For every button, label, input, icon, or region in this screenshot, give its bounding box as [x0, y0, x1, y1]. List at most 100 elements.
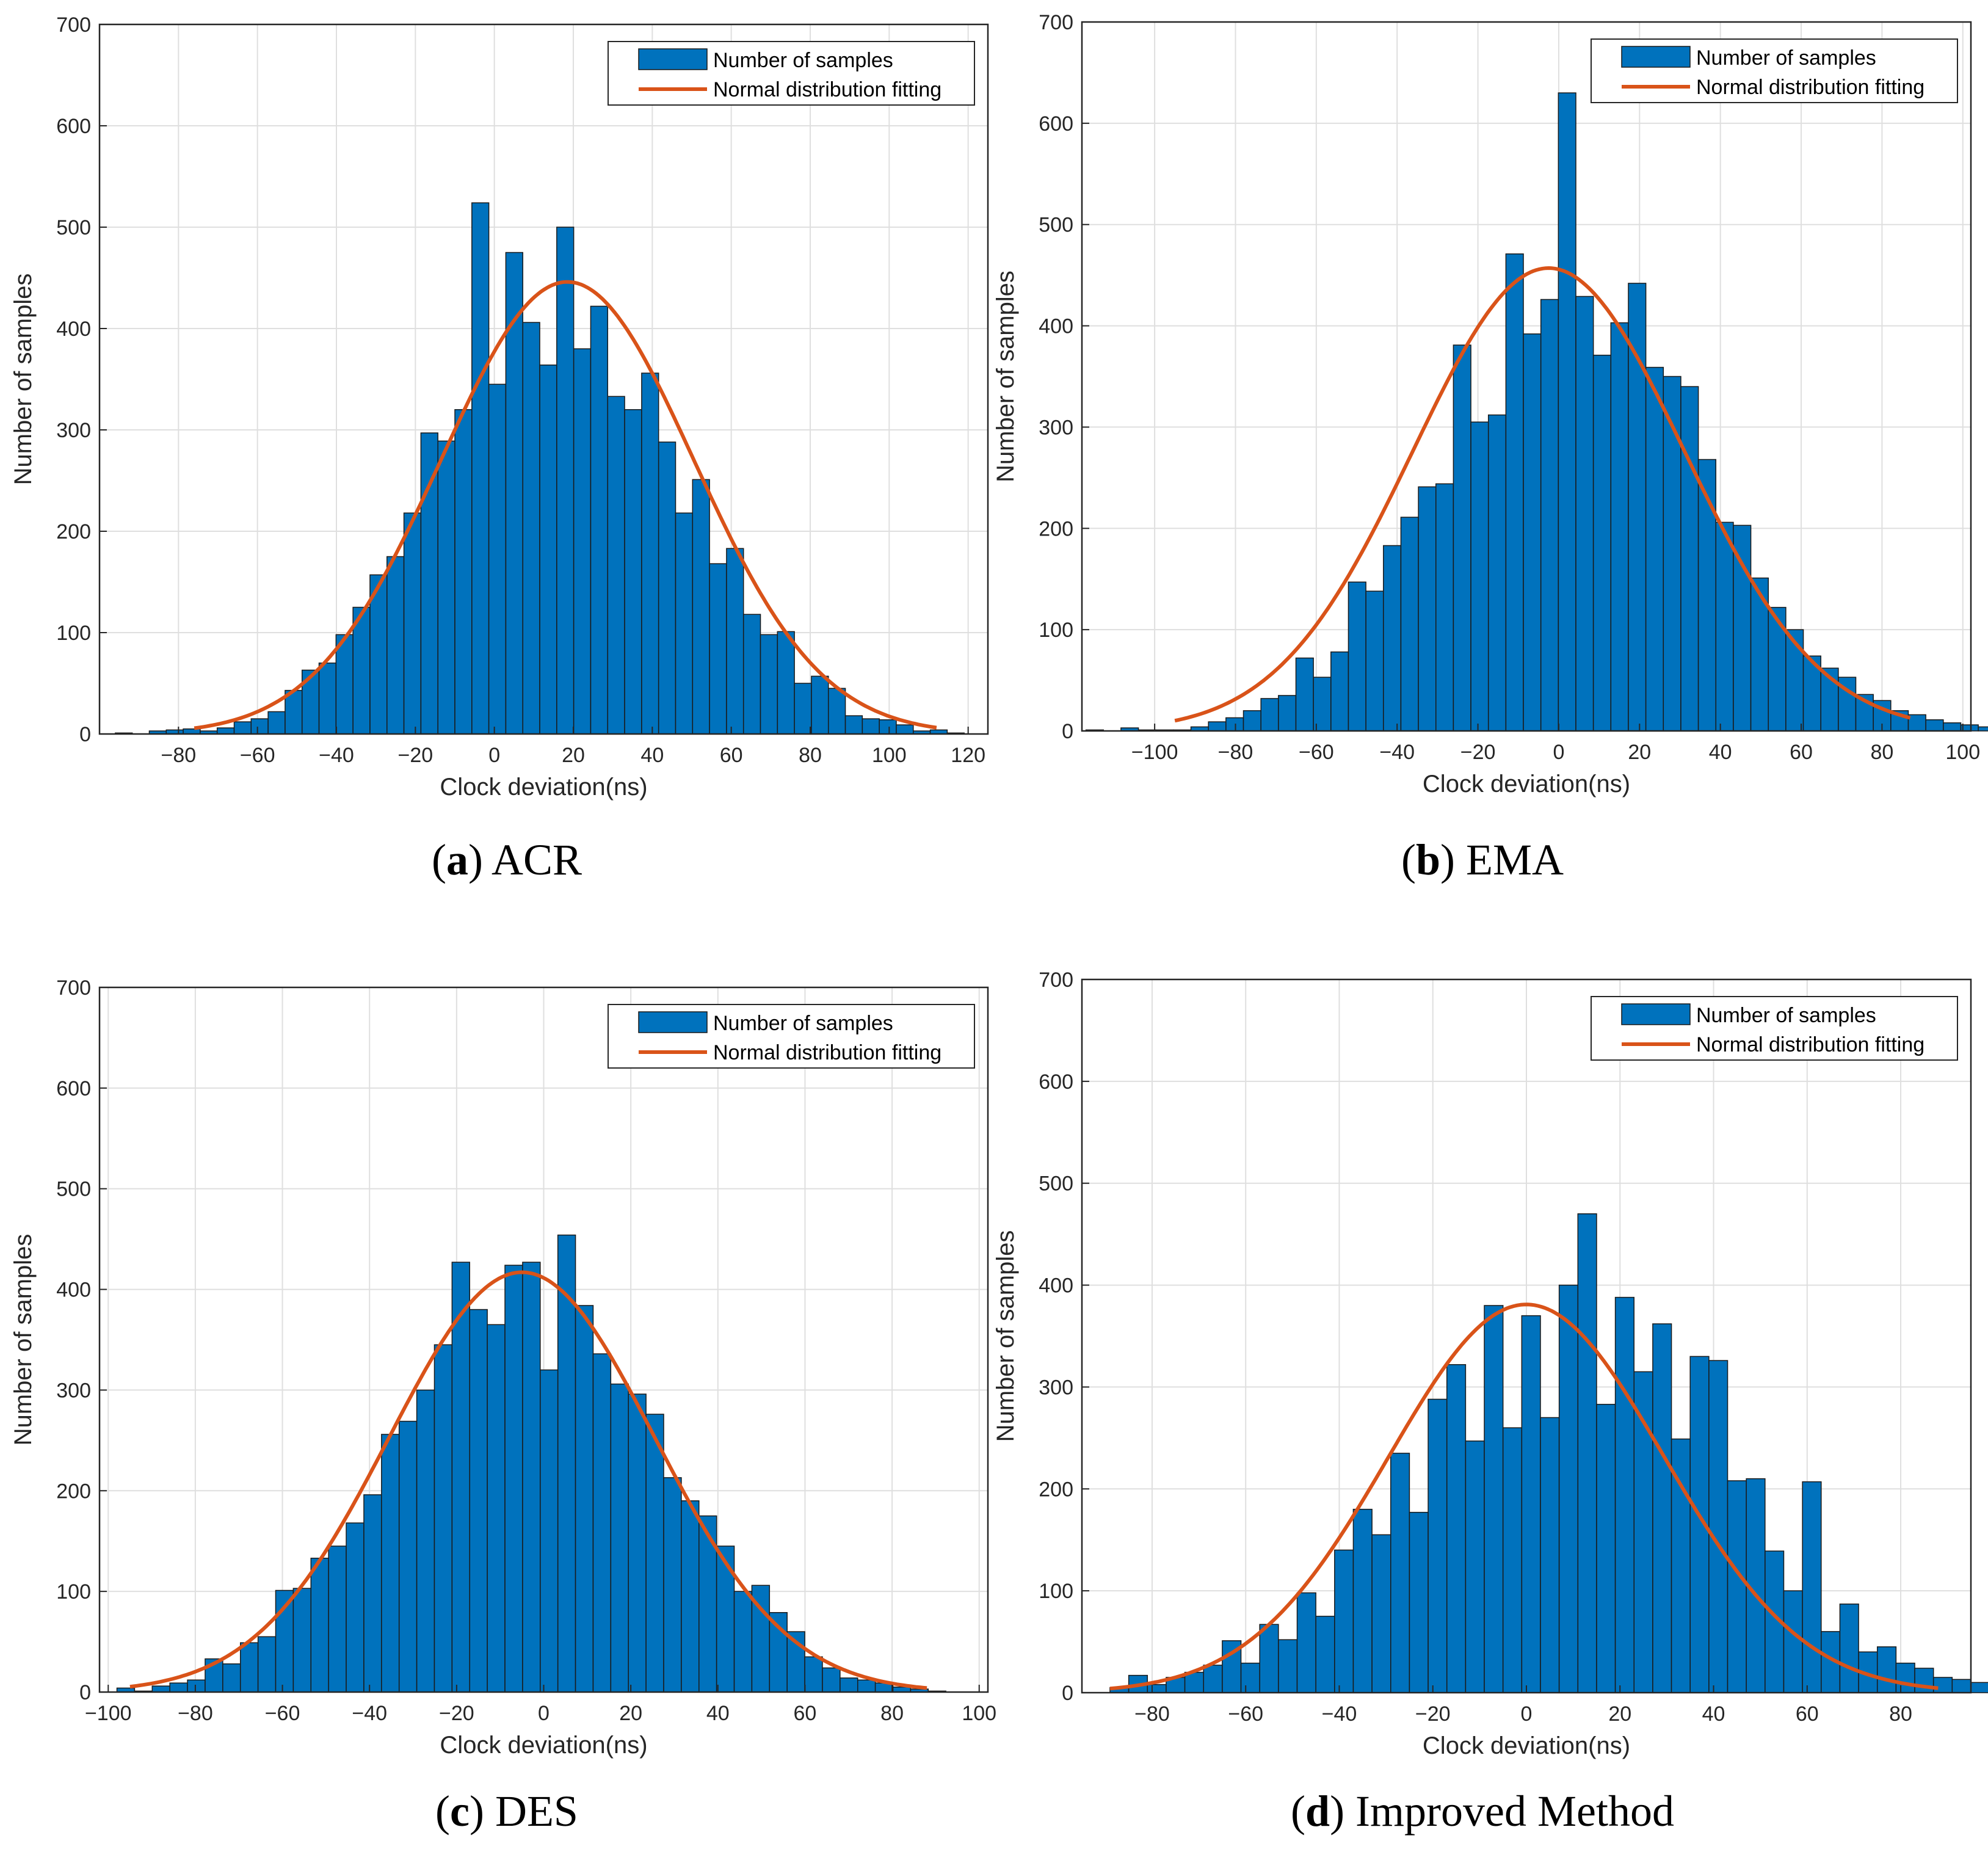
- histogram-bar: [328, 1546, 347, 1693]
- histogram-bar: [675, 512, 694, 735]
- histogram-bar: [1484, 1305, 1504, 1693]
- histogram-bar: [257, 1636, 277, 1693]
- histogram-bar: [1575, 296, 1594, 732]
- histogram-bar: [250, 718, 269, 735]
- histogram-bar: [398, 1420, 418, 1693]
- histogram-bar: [1951, 1679, 1972, 1693]
- histogram-bar: [879, 719, 897, 735]
- histogram-bar: [840, 1677, 858, 1693]
- y-tick-label: 200: [1039, 517, 1073, 540]
- y-axis-label: Number of samples: [992, 271, 1019, 482]
- x-tick-label: −20: [1415, 1702, 1451, 1726]
- y-tick-label: 0: [1062, 1682, 1073, 1705]
- y-tick-label: 300: [56, 419, 91, 442]
- normal-fit-curve: [1109, 1302, 1939, 1691]
- x-tick-label: −100: [85, 1702, 132, 1725]
- histogram-bar: [504, 1265, 523, 1693]
- histogram-bar: [1147, 1684, 1167, 1693]
- x-tick-label: −40: [319, 744, 354, 767]
- histogram-bar: [454, 409, 473, 735]
- histogram-bar: [1577, 1213, 1597, 1693]
- histogram-bar: [811, 675, 829, 735]
- legend-fit-label: Normal distribution fitting: [713, 1041, 941, 1064]
- histogram-bar: [1970, 1682, 1988, 1693]
- y-tick-label: 100: [56, 1580, 91, 1604]
- y-tick-label: 400: [56, 1279, 91, 1302]
- x-tick-label: 80: [1889, 1702, 1912, 1726]
- histogram-bar: [607, 396, 625, 735]
- x-axis-label: Clock deviation(ns): [440, 774, 647, 801]
- chart-panel-b: 0 100 200 300 400 500 600 700 −100 −80 −60 −40 −20 0 2…: [992, 11, 1988, 884]
- panel-caption: (a) ACR: [432, 835, 582, 884]
- histogram-bar: [539, 365, 557, 735]
- histogram-bar: [1505, 253, 1524, 732]
- x-tick-label: 80: [1870, 741, 1893, 764]
- histogram-bar: [1435, 483, 1454, 732]
- legend-bar-swatch: [638, 1011, 708, 1033]
- x-tick-label: 80: [799, 744, 822, 767]
- histogram-bar: [233, 721, 252, 735]
- histogram-bar: [590, 305, 609, 735]
- histogram-bar: [1400, 517, 1419, 732]
- histogram-bar: [335, 634, 354, 735]
- histogram-bar: [267, 711, 286, 735]
- histogram-bar: [681, 1500, 700, 1693]
- histogram-bar: [777, 631, 795, 735]
- y-tick-label: 400: [1039, 1274, 1073, 1298]
- y-tick-label: 600: [56, 1077, 91, 1100]
- histogram-bar: [363, 1494, 382, 1693]
- histogram-bar: [1296, 1592, 1316, 1693]
- histogram-bar: [1839, 1604, 1859, 1693]
- x-tick-label: −40: [1379, 741, 1415, 764]
- histogram-bar: [1295, 657, 1314, 732]
- y-tick-label: 500: [56, 216, 91, 239]
- legend-fit-label: Normal distribution fitting: [713, 78, 941, 101]
- histogram-bar: [469, 1309, 488, 1693]
- normal-fit-curve: [129, 1270, 927, 1690]
- histogram-bar: [709, 563, 727, 735]
- histogram-bar: [403, 512, 422, 735]
- y-tick-label: 700: [56, 976, 91, 1000]
- histogram-bar: [151, 1685, 170, 1693]
- histogram-bar: [1628, 283, 1647, 732]
- x-tick-label: 60: [794, 1702, 817, 1725]
- x-tick-label: 0: [538, 1702, 550, 1725]
- y-axis-label: Number of samples: [992, 1230, 1019, 1442]
- x-tick-label: −80: [178, 1702, 213, 1725]
- legend-fit-label: Normal distribution fitting: [1696, 1033, 1925, 1056]
- histogram-bar: [1334, 1549, 1354, 1693]
- y-tick-label: 500: [1039, 1172, 1073, 1196]
- histogram-bar: [187, 1679, 206, 1693]
- legend-bar-swatch: [1621, 1003, 1691, 1025]
- histogram-bar: [1487, 414, 1507, 732]
- histogram-bar: [1540, 299, 1559, 732]
- y-tick-label: 200: [56, 520, 91, 543]
- legend-fit-label: Normal distribution fitting: [1696, 76, 1925, 99]
- histogram-bar: [1315, 1616, 1335, 1693]
- x-axis-label: Clock deviation(ns): [1423, 771, 1630, 797]
- histogram-bar: [1727, 1480, 1747, 1693]
- histogram-bar: [292, 1588, 312, 1693]
- histogram-bar: [434, 1344, 453, 1693]
- histogram-bar: [1446, 1364, 1467, 1693]
- legend: Number of samples Normal distribution fit…: [608, 41, 975, 106]
- y-tick-label: 0: [79, 1681, 91, 1704]
- x-tick-label: 0: [1553, 741, 1564, 764]
- y-tick-label: 0: [1062, 720, 1073, 743]
- histogram-bar: [742, 614, 761, 735]
- histogram-bar: [1907, 714, 1926, 732]
- histogram-bar: [1428, 1398, 1448, 1693]
- histogram-bar: [1225, 717, 1244, 732]
- x-tick-label: 20: [619, 1702, 642, 1725]
- y-tick-label: 500: [1039, 214, 1073, 237]
- legend-bars-label: Number of samples: [713, 1012, 893, 1035]
- x-tick-label: 40: [640, 744, 664, 767]
- histogram-bar: [663, 1477, 682, 1693]
- panel-caption: (b) EMA: [1401, 835, 1564, 884]
- x-tick-label: −60: [1228, 1702, 1263, 1726]
- histogram-bar: [1802, 1481, 1822, 1693]
- histogram-bar: [386, 556, 405, 735]
- histogram-bar: [862, 718, 880, 735]
- histogram-bar: [222, 1663, 241, 1693]
- x-tick-label: −20: [439, 1702, 474, 1725]
